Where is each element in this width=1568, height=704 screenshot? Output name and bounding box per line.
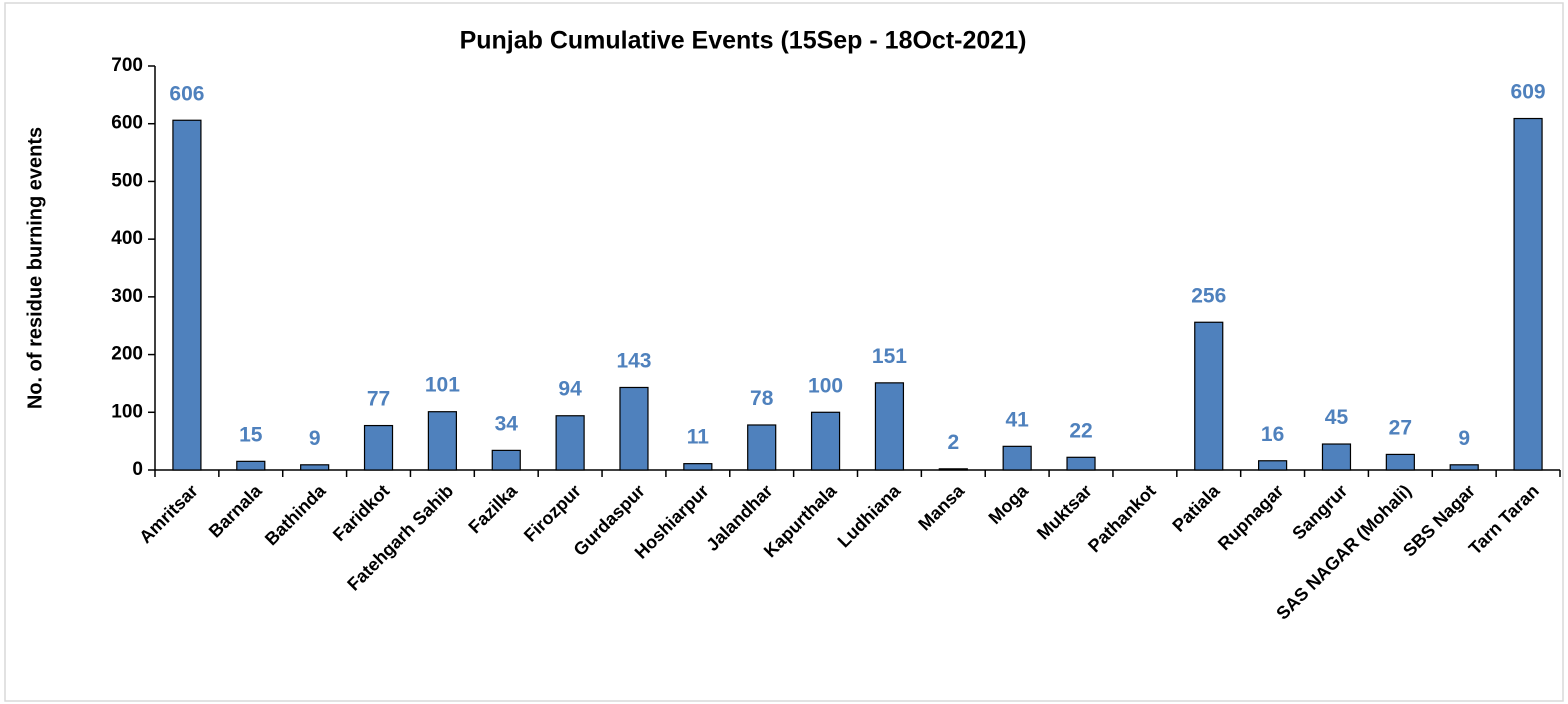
data-label: 41 bbox=[1005, 408, 1029, 431]
bar bbox=[874, 382, 905, 471]
data-label: 151 bbox=[872, 345, 907, 368]
y-tick-label: 400 bbox=[111, 228, 143, 249]
data-label: 606 bbox=[169, 82, 204, 105]
data-label: 27 bbox=[1389, 416, 1412, 439]
bar bbox=[810, 411, 841, 471]
y-tick-label: 700 bbox=[111, 55, 143, 76]
chart-title: Punjab Cumulative Events (15Sep - 18Oct-… bbox=[460, 27, 1027, 55]
bar bbox=[1513, 117, 1543, 471]
y-tick-label: 300 bbox=[111, 286, 143, 307]
y-tick-label: 200 bbox=[111, 344, 143, 365]
data-label: 77 bbox=[367, 388, 390, 411]
bar bbox=[1194, 321, 1224, 471]
bar bbox=[1321, 443, 1352, 471]
data-label: 16 bbox=[1261, 423, 1284, 446]
data-label: 34 bbox=[495, 412, 519, 435]
bar bbox=[683, 463, 713, 471]
bar bbox=[172, 119, 202, 471]
bar bbox=[1385, 453, 1415, 471]
data-label: 11 bbox=[687, 426, 710, 449]
y-axis-label: No. of residue burning events bbox=[24, 127, 46, 409]
bar bbox=[491, 449, 521, 471]
data-label: 22 bbox=[1069, 419, 1092, 442]
data-label: 101 bbox=[425, 374, 460, 397]
bar bbox=[1449, 464, 1479, 471]
y-tick-label: 500 bbox=[111, 170, 143, 191]
bar bbox=[236, 460, 266, 471]
bar bbox=[427, 411, 457, 471]
data-label: 143 bbox=[616, 349, 651, 372]
data-label: 100 bbox=[808, 374, 843, 397]
y-tick-label: 600 bbox=[111, 113, 143, 134]
data-label: 45 bbox=[1325, 406, 1349, 429]
data-label: 15 bbox=[239, 423, 263, 446]
bar bbox=[300, 464, 330, 471]
data-label: 9 bbox=[309, 427, 321, 450]
bar bbox=[938, 468, 968, 471]
data-label: 94 bbox=[558, 378, 582, 401]
data-label: 256 bbox=[1191, 284, 1226, 307]
bar bbox=[747, 424, 777, 471]
bar bbox=[1002, 445, 1032, 471]
bar bbox=[555, 415, 585, 471]
bar bbox=[619, 386, 649, 471]
chart-frame bbox=[4, 2, 1564, 702]
bar bbox=[1258, 460, 1288, 471]
data-label: 9 bbox=[1458, 427, 1470, 450]
y-tick-label: 100 bbox=[111, 401, 143, 422]
bar bbox=[363, 424, 394, 471]
data-label: 78 bbox=[750, 387, 774, 410]
data-label: 609 bbox=[1511, 81, 1546, 104]
data-label: 2 bbox=[947, 431, 959, 454]
y-tick-label: 0 bbox=[132, 459, 143, 480]
bar bbox=[1066, 456, 1096, 471]
